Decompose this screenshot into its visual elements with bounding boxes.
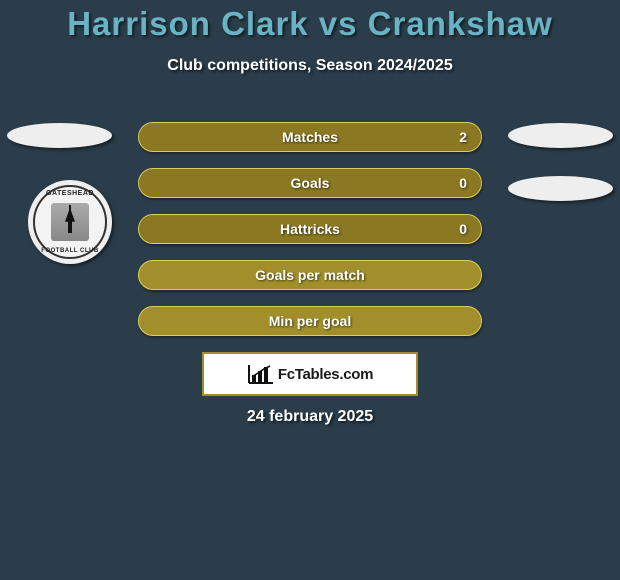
club-badge: GATESHEAD FOOTBALL CLUB [28,180,112,264]
stat-bar-value: 0 [459,175,467,191]
generated-date: 24 february 2025 [0,408,620,426]
stat-bar-matches: Matches 2 [138,122,482,152]
page-title: Harrison Clark vs Crankshaw [0,0,620,43]
stat-bar-label: Matches [282,129,338,145]
player-right-placeholder [508,123,613,148]
stat-bar-label: Goals [291,175,330,191]
bar-chart-icon [247,363,275,385]
stat-bar-value: 0 [459,221,467,237]
badge-bottom-text: FOOTBALL CLUB [41,248,98,254]
badge-top-text: GATESHEAD [46,190,94,197]
stat-bar-label: Hattricks [280,221,340,237]
stat-bar-goals-per-match: Goals per match [138,260,482,290]
page-subtitle: Club competitions, Season 2024/2025 [0,57,620,75]
badge-graphic [51,203,89,241]
stat-bar-hattricks: Hattricks 0 [138,214,482,244]
stat-bar-value: 2 [459,129,467,145]
stat-bar-min-per-goal: Min per goal [138,306,482,336]
stat-bar-goals: Goals 0 [138,168,482,198]
stat-bar-label: Goals per match [255,267,365,283]
stat-bar-label: Min per goal [269,313,351,329]
brand-box: FcTables.com [202,352,418,396]
player-left-placeholder [7,123,112,148]
stat-bars: Matches 2 Goals 0 Hattricks 0 Goals per … [138,122,482,352]
player-right-placeholder-2 [508,176,613,201]
brand-text: FcTables.com [278,366,373,383]
